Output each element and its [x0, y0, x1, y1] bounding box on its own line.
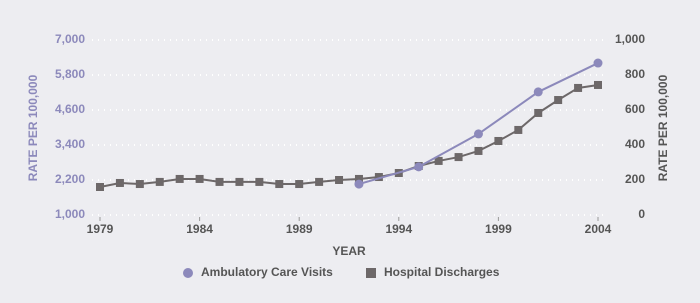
marker — [275, 180, 284, 189]
marker — [255, 177, 264, 186]
marker — [195, 174, 204, 183]
y-tick-label: 3,400 — [55, 137, 85, 151]
marker — [514, 125, 523, 134]
marker — [354, 179, 364, 189]
y-axis-title: RATE PER 100,000 — [26, 74, 40, 181]
marker — [474, 146, 483, 155]
marker — [215, 177, 224, 186]
x-tick-label: 1979 — [87, 222, 114, 236]
marker — [175, 174, 184, 183]
marker — [374, 173, 383, 182]
legend-label: Ambulatory Care Visits — [201, 265, 333, 279]
y2-tick-label: 0 — [638, 207, 645, 221]
marker — [135, 180, 144, 189]
y2-tick-label: 200 — [625, 172, 645, 186]
x-tick-label: 1984 — [186, 222, 213, 236]
marker — [96, 183, 104, 191]
marker — [295, 180, 304, 189]
x-axis-title: YEAR — [332, 244, 366, 258]
y-tick-label: 4,600 — [55, 102, 85, 116]
legend-label: Hospital Discharges — [384, 265, 500, 279]
marker — [593, 58, 603, 68]
legend-marker — [183, 268, 193, 278]
y2-tick-label: 400 — [625, 137, 645, 151]
marker — [534, 108, 543, 117]
y-tick-label: 5,800 — [55, 67, 85, 81]
legend-marker — [366, 268, 376, 278]
x-tick-label: 2004 — [585, 222, 612, 236]
marker — [574, 83, 583, 92]
y-tick-label: 2,200 — [55, 172, 85, 186]
y2-tick-label: 600 — [625, 102, 645, 116]
x-tick-label: 1994 — [385, 222, 412, 236]
marker — [155, 177, 164, 186]
marker — [454, 153, 463, 162]
x-tick-label: 1989 — [286, 222, 313, 236]
y2-tick-label: 1,000 — [615, 32, 645, 46]
marker — [594, 80, 602, 89]
marker — [335, 176, 344, 184]
marker — [533, 87, 543, 97]
x-tick-label: 1999 — [485, 222, 512, 236]
marker — [354, 174, 363, 183]
marker — [315, 177, 324, 186]
marker — [235, 177, 244, 186]
y-tick-label: 1,000 — [55, 207, 85, 221]
marker — [494, 136, 503, 145]
marker — [554, 96, 563, 105]
marker — [115, 178, 124, 187]
marker — [473, 129, 483, 139]
marker — [434, 156, 443, 165]
y2-tick-label: 800 — [625, 67, 645, 81]
marker — [414, 162, 424, 172]
y-tick-label: 7,000 — [55, 32, 85, 46]
y2-axis-title: RATE PER 100,000 — [656, 74, 670, 181]
